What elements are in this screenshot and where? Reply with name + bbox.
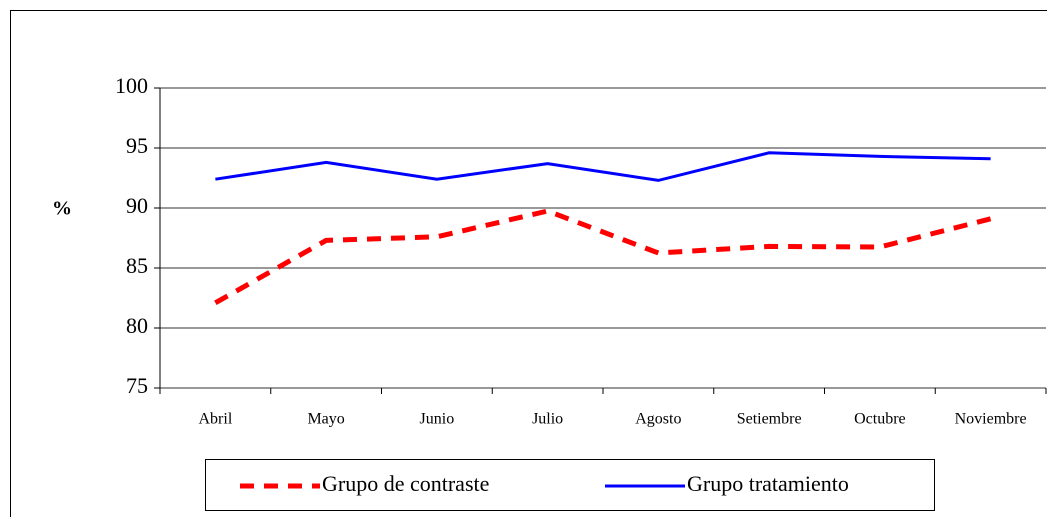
y-tick-label: 100 [115,73,148,98]
legend [205,459,935,511]
x-tick-label: Mayo [307,411,344,428]
chart-frame [10,10,1047,517]
y-tick-label: 90 [126,193,148,218]
x-tick-label: Octubre [854,411,906,428]
y-tick-label: 80 [126,313,148,338]
x-tick-label: Agosto [635,411,681,428]
y-tick-label: 75 [126,373,148,398]
x-tick-label: Abril [198,411,232,428]
legend-label: Grupo tratamiento [687,471,849,496]
y-tick-label: 85 [126,253,148,278]
legend-label: Grupo de contraste [322,471,489,496]
x-tick-label: Noviembre [955,411,1027,428]
series-line [214,208,992,305]
x-tick-label: Julio [532,411,563,428]
x-tick-label: Junio [420,411,455,428]
y-tick-label: 95 [126,133,148,158]
y-axis-label: % [52,198,72,220]
x-tick-label: Setiembre [737,411,802,428]
series-line [215,151,991,182]
